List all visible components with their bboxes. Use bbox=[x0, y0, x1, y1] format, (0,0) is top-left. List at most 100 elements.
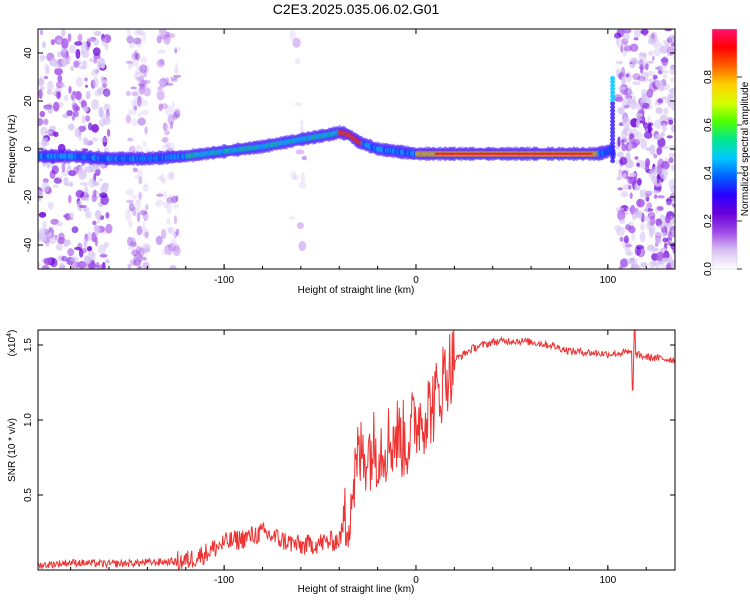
spectrogram-cell bbox=[173, 215, 178, 225]
spectrogram-cell bbox=[614, 32, 622, 39]
spectrogram-cell bbox=[135, 261, 141, 269]
spectrogram-cell bbox=[636, 131, 644, 143]
spectrogram-cell bbox=[655, 262, 661, 269]
spectrogram-cell bbox=[629, 43, 639, 52]
spectrogram-cell bbox=[610, 140, 616, 146]
spectrogram-cell bbox=[63, 214, 67, 218]
spectrogram-cell bbox=[656, 146, 663, 155]
spectrogram-cell bbox=[667, 34, 675, 44]
spectrogram-cell bbox=[143, 244, 151, 253]
spectrogram-cell bbox=[78, 149, 83, 155]
spectrogram-cell bbox=[92, 220, 97, 226]
spectrogram-cell bbox=[142, 210, 149, 222]
figure-title: C2E3.2025.035.06.02.G01 bbox=[273, 1, 440, 17]
spectrogram-cell bbox=[72, 90, 76, 95]
spectrogram-cell bbox=[616, 37, 622, 49]
spectrogram-cell bbox=[652, 38, 660, 49]
spectrogram-cell bbox=[130, 86, 137, 90]
spectrogram-cell bbox=[632, 81, 641, 86]
spectrogram-cell bbox=[635, 119, 641, 129]
spectrogram-cell bbox=[84, 210, 92, 219]
spectrogram-cell bbox=[127, 59, 133, 70]
spectrogram-cell bbox=[156, 90, 165, 101]
spectrogram-cell bbox=[130, 237, 136, 247]
colorbar-label: Normalized spectral amplitude bbox=[740, 81, 750, 216]
spectrogram-cell bbox=[54, 68, 63, 76]
spectrogram-cell bbox=[88, 249, 95, 258]
spectrogram-cell bbox=[81, 60, 88, 68]
spectrogram-cell bbox=[47, 201, 54, 210]
spectrogram-cell bbox=[158, 30, 164, 38]
spectrogram-cell bbox=[653, 48, 662, 57]
spectrogram-cell bbox=[640, 138, 648, 150]
spectrogram-cell bbox=[38, 262, 41, 268]
spectrogram-cell bbox=[93, 38, 99, 46]
spectrogram-cell bbox=[42, 220, 47, 231]
spectrogram-cell bbox=[135, 37, 143, 48]
spectrogram-cell bbox=[93, 57, 98, 64]
spectrogram-cell bbox=[107, 128, 111, 137]
spectrogram-cell bbox=[636, 162, 640, 167]
spectrogram-cell bbox=[294, 58, 301, 65]
spectrogram-cell bbox=[127, 236, 133, 247]
spectrogram-cell bbox=[649, 144, 656, 156]
spectrogram-cell bbox=[619, 156, 628, 166]
spectrogram-cell bbox=[130, 241, 137, 248]
spectrogram-cell bbox=[618, 106, 625, 115]
spectrogram-cell bbox=[655, 107, 664, 115]
spectrogram-cell bbox=[646, 220, 652, 224]
spectrogram-cell bbox=[133, 259, 142, 266]
spectrogram-cell bbox=[161, 103, 168, 110]
spectrogram-cell bbox=[653, 194, 658, 199]
spectrogram-cell bbox=[143, 71, 147, 78]
spectrogram-cell bbox=[656, 206, 664, 211]
spectrogram-cell bbox=[662, 123, 667, 133]
spectrogram-cell bbox=[70, 264, 75, 269]
spectrogram-cell bbox=[610, 104, 616, 110]
spectrogram-cell bbox=[622, 117, 631, 128]
spectrogram-cell bbox=[161, 250, 167, 256]
spectrogram-cell bbox=[166, 202, 172, 214]
spectrogram-cell bbox=[138, 176, 143, 185]
spectrogram-cell bbox=[68, 194, 72, 204]
spectrogram-cell bbox=[658, 261, 664, 265]
spectrogram-cell bbox=[625, 224, 631, 231]
spectrogram-cell bbox=[104, 259, 110, 264]
spectrogram-cell bbox=[619, 60, 623, 65]
spectrogram-cell bbox=[158, 29, 167, 36]
spectrogram-cell bbox=[82, 137, 89, 146]
spectrogram-cell bbox=[648, 260, 656, 269]
spectrogram-cell bbox=[141, 109, 149, 116]
spectrogram-cell bbox=[137, 112, 142, 118]
spectrogram-cell bbox=[137, 76, 144, 87]
spectrogram-cell bbox=[74, 91, 82, 100]
spectrogram-cell bbox=[55, 243, 63, 251]
spectrogram-cell bbox=[57, 74, 63, 83]
spectrogram-cell bbox=[165, 34, 170, 41]
spectrogram-cell bbox=[171, 195, 178, 204]
spectrogram-cell bbox=[156, 193, 164, 197]
spectrogram-cell bbox=[610, 97, 616, 103]
spectrogram-cell bbox=[295, 149, 305, 155]
spectrogram-cell bbox=[644, 191, 651, 195]
spectrogram-cell bbox=[56, 221, 63, 227]
spectrogram-cell bbox=[137, 96, 144, 102]
spectrogram-cell bbox=[664, 223, 671, 227]
spectrogram-cell bbox=[47, 80, 54, 92]
spectrogram-cell bbox=[301, 155, 307, 161]
spectrogram-cell bbox=[637, 210, 643, 219]
spectrogram-cell bbox=[627, 98, 634, 104]
spectrogram-cell bbox=[667, 93, 675, 100]
spectrogram-cell bbox=[294, 102, 303, 107]
spectrogram-cell bbox=[137, 117, 146, 126]
spectrogram-cell bbox=[646, 70, 655, 76]
spectrogram-cell bbox=[91, 123, 99, 133]
spectrogram-cell bbox=[643, 215, 650, 222]
spectrogram-cell bbox=[654, 119, 662, 130]
spectrogram-cell bbox=[662, 237, 668, 243]
spectrogram-cell bbox=[136, 76, 140, 81]
spectrogram-cell bbox=[634, 156, 639, 160]
spectrogram-cell bbox=[162, 36, 170, 43]
